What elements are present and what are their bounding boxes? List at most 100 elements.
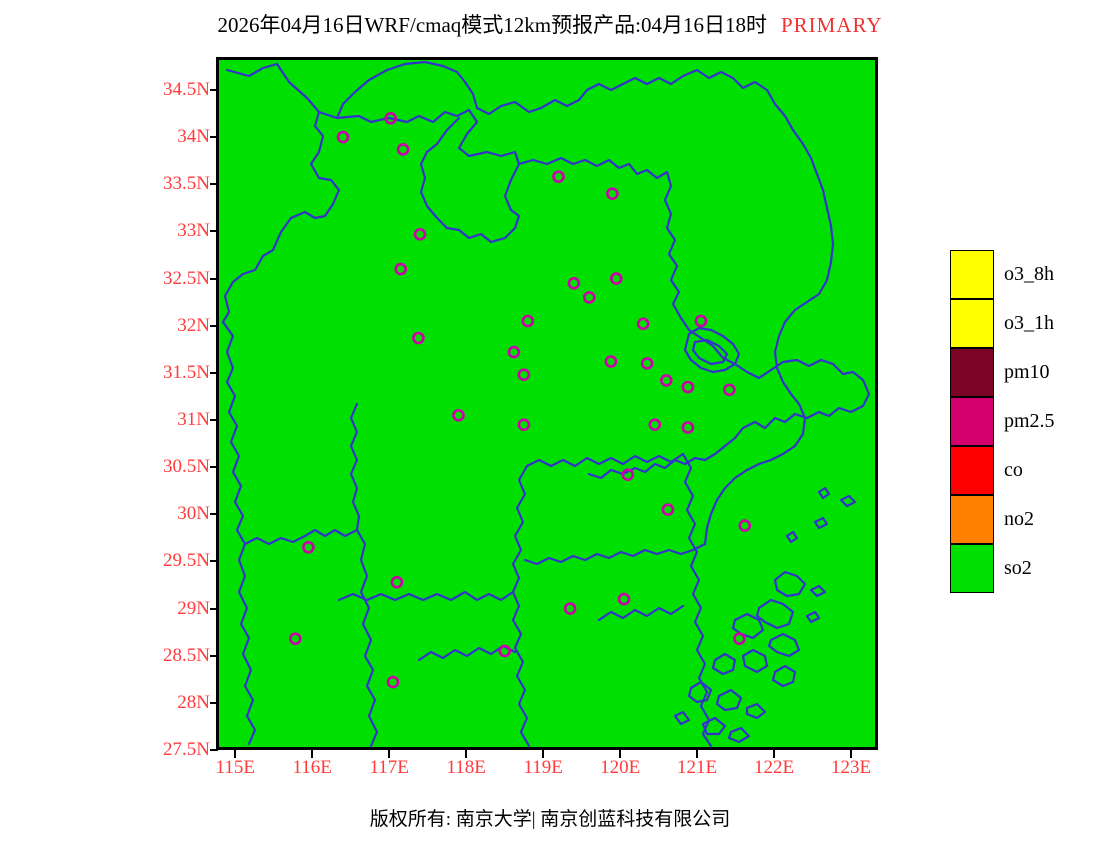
x-tick-label: 123E: [830, 757, 872, 778]
y-tick-label: 31N: [177, 409, 210, 430]
station-marker[interactable]: [390, 575, 404, 589]
x-tick-label: 121E: [677, 757, 718, 778]
y-tick-label: 31.5N: [163, 361, 210, 383]
y-tick-mark: [210, 654, 218, 657]
station-marker[interactable]: [661, 503, 675, 516]
x-tick-label: 118E: [446, 757, 486, 778]
y-tick-mark: [210, 701, 218, 704]
y-tick-label: 30.5N: [163, 456, 210, 478]
station-marker[interactable]: [604, 355, 618, 368]
station-marker[interactable]: [738, 519, 752, 532]
station-marker[interactable]: [648, 418, 662, 432]
x-tick-mark: [619, 750, 622, 758]
y-tick-label: 34N: [177, 126, 210, 148]
x-tick-label: 120E: [600, 757, 641, 778]
legend-color-swatch: [950, 495, 994, 544]
x-tick-label: 119E: [523, 757, 563, 778]
station-marker[interactable]: [609, 272, 623, 285]
station-marker[interactable]: [636, 317, 650, 331]
legend-item-co[interactable]: co: [950, 446, 1090, 496]
station-marker[interactable]: [621, 468, 635, 482]
legend-label: no2: [1004, 508, 1034, 530]
station-marker[interactable]: [517, 368, 531, 382]
map-plot-area[interactable]: [216, 57, 878, 750]
station-marker[interactable]: [582, 291, 596, 304]
station-marker[interactable]: [498, 644, 512, 658]
station-marker[interactable]: [659, 374, 673, 387]
y-tick-label: 30N: [177, 503, 210, 525]
y-tick-mark: [210, 183, 218, 186]
y-tick-label: 34.5N: [163, 79, 210, 100]
legend-color-swatch: [950, 299, 994, 348]
legend-item-so2[interactable]: so2: [950, 544, 1090, 594]
y-tick-mark: [210, 230, 218, 233]
legend-color-swatch: [950, 250, 994, 299]
y-tick-mark: [210, 560, 218, 563]
y-tick-label: 33.5N: [163, 173, 210, 195]
station-marker[interactable]: [563, 602, 577, 615]
y-tick-mark: [210, 89, 218, 91]
y-tick-label: 32.5N: [163, 267, 210, 289]
y-tick-label: 33N: [177, 220, 210, 242]
station-marker[interactable]: [302, 540, 315, 554]
y-tick-label: 28N: [177, 691, 210, 713]
y-tick-mark: [210, 419, 218, 421]
station-marker[interactable]: [521, 314, 535, 328]
legend-label: o3_8h: [1004, 263, 1054, 285]
copyright-footer: 版权所有: 南京大学| 南京创蓝科技有限公司: [369, 809, 731, 830]
legend-label: co: [1004, 459, 1023, 481]
legend-item-pm10[interactable]: pm10: [950, 348, 1090, 398]
y-tick-label: 27.5N: [163, 739, 210, 760]
station-marker[interactable]: [336, 130, 350, 144]
y-tick-label: 28.5N: [163, 644, 210, 666]
x-tick-mark: [465, 750, 468, 758]
legend-label: pm2.5: [1004, 410, 1055, 432]
station-marker[interactable]: [733, 632, 746, 646]
pollutant-legend: o3_8h o3_1h pm10 pm2.5 co no2 so2: [950, 250, 1090, 594]
station-marker[interactable]: [386, 675, 400, 689]
x-tick-mark: [311, 750, 314, 758]
x-tick-label: 116E: [292, 757, 332, 778]
legend-item-o38h[interactable]: o3_8h: [950, 250, 1090, 300]
station-marker[interactable]: [681, 380, 695, 394]
station-marker[interactable]: [552, 170, 565, 183]
station-marker[interactable]: [694, 314, 708, 328]
station-marker[interactable]: [507, 345, 521, 359]
station-marker[interactable]: [567, 277, 581, 290]
station-marker[interactable]: [289, 632, 302, 646]
x-tick-label: 122E: [754, 757, 795, 778]
x-tick-label: 117E: [369, 757, 409, 778]
legend-item-no2[interactable]: no2: [950, 495, 1090, 545]
station-marker[interactable]: [517, 418, 531, 432]
legend-label: pm10: [1004, 361, 1050, 383]
y-tick-mark: [210, 749, 218, 751]
x-tick-mark: [696, 750, 699, 758]
station-marker[interactable]: [412, 331, 425, 345]
x-tick-mark: [773, 750, 776, 758]
x-tick-mark: [234, 750, 237, 758]
y-tick-mark: [210, 277, 218, 280]
y-tick-mark: [210, 513, 218, 516]
legend-item-pm25[interactable]: pm2.5: [950, 397, 1090, 447]
map-vector-layer: [221, 60, 871, 747]
x-tick-mark: [542, 750, 545, 758]
station-marker[interactable]: [384, 111, 397, 125]
page-title: 2026年04月16日WRF/cmaq模式12km预报产品:04月16日18时 P…: [0, 12, 1100, 38]
y-tick-mark: [210, 607, 218, 610]
station-marker[interactable]: [413, 228, 427, 241]
station-marker[interactable]: [723, 383, 736, 397]
legend-label: o3_1h: [1004, 312, 1054, 334]
y-axis: 34.5N 34N 33.5N 33N 32.5N 32N 31.5N 31N 30.5N 30N…: [134, 0, 210, 850]
station-marker[interactable]: [452, 408, 465, 422]
station-marker[interactable]: [681, 421, 695, 434]
y-tick-mark: [210, 136, 218, 139]
y-tick-mark: [210, 371, 218, 374]
station-marker[interactable]: [606, 187, 619, 200]
station-marker[interactable]: [394, 262, 407, 276]
station-marker[interactable]: [640, 357, 654, 370]
legend-item-o31h[interactable]: o3_1h: [950, 299, 1090, 349]
legend-color-swatch: [950, 397, 994, 446]
primary-badge: PRIMARY: [780, 13, 883, 37]
station-marker[interactable]: [617, 592, 631, 606]
station-marker[interactable]: [396, 143, 410, 156]
